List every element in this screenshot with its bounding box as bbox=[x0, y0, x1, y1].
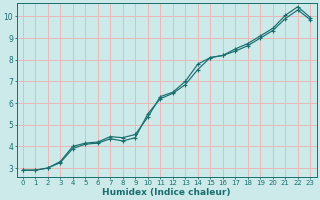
X-axis label: Humidex (Indice chaleur): Humidex (Indice chaleur) bbox=[102, 188, 231, 197]
